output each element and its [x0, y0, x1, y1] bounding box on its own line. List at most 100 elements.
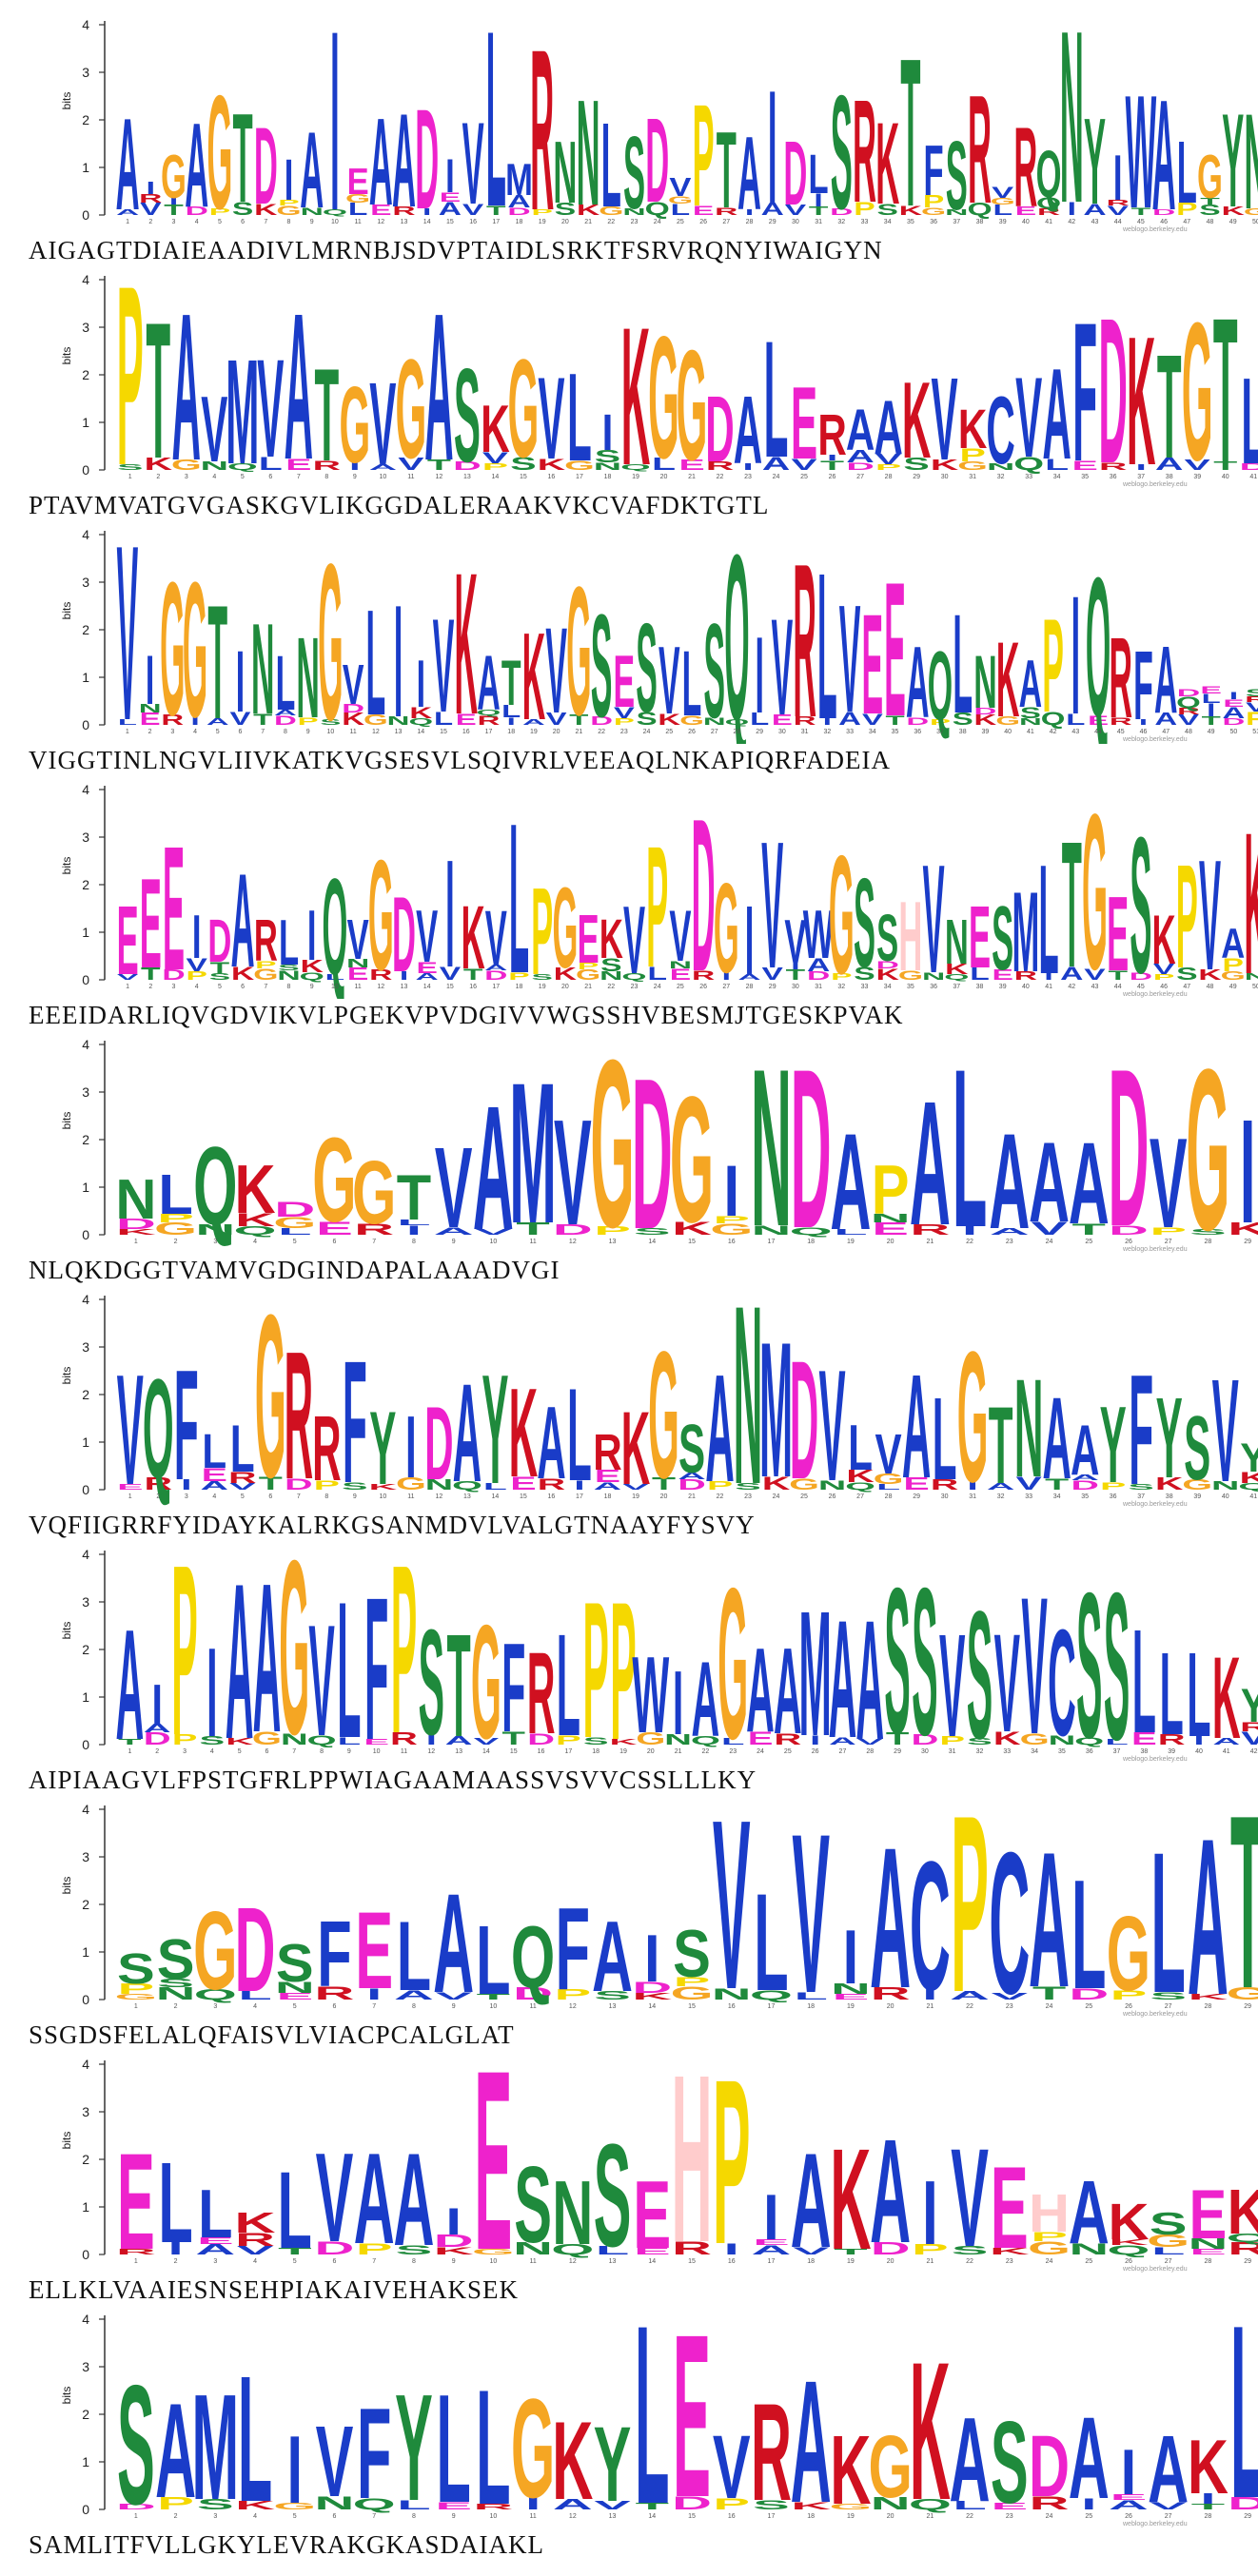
residue-letter: P	[255, 959, 276, 970]
residue-letter: T	[427, 457, 451, 473]
consensus-letter: G	[1186, 1025, 1229, 1254]
consensus-letter: F	[556, 1883, 590, 2015]
residue-letter: T	[1191, 2503, 1225, 2511]
consensus-letter: V	[761, 803, 783, 999]
x-tick-label: 6	[333, 2003, 337, 2010]
consensus-letter: E	[140, 851, 162, 995]
y-tick-label: 1	[82, 2454, 89, 2469]
x-tick-label: 38	[959, 729, 967, 735]
consensus-letter: G	[352, 1142, 396, 1242]
residue-letter: N	[669, 959, 692, 970]
consensus-letter: M	[509, 1041, 557, 1254]
x-tick-label: 31	[801, 729, 809, 735]
x-tick-label: 3	[172, 984, 176, 990]
residue-letter: N	[1211, 1479, 1240, 1493]
consensus-letter: A	[1071, 1410, 1099, 1490]
residue-letter: N	[195, 1221, 235, 1238]
y-tick-label: 3	[82, 320, 89, 335]
x-tick-label: 35	[892, 729, 899, 735]
residue-letter: I	[574, 1478, 584, 1493]
x-tick-label: 40	[1222, 1493, 1229, 1500]
residue-letter: A	[838, 709, 861, 730]
residue-letter: G	[396, 1473, 426, 1493]
residue-letter: Q	[790, 1225, 833, 1238]
x-tick-label: 13	[463, 1493, 471, 1500]
residue-letter: Q	[194, 1986, 237, 2002]
residue-letter: P	[556, 1733, 581, 1747]
x-tick-label: 25	[800, 474, 808, 480]
x-tick-label: 13	[401, 219, 408, 225]
x-tick-label: 18	[807, 2258, 815, 2265]
logo-plot: 01234bitsKDN1GPL2NQ3QKK4LGD5EG6RG7ILT8AV…	[60, 1025, 1258, 1254]
residue-letter: I	[814, 189, 822, 210]
residue-letter: R	[478, 713, 501, 728]
x-tick-label: 6	[333, 2258, 337, 2265]
consensus-letter: A	[746, 1623, 775, 1757]
x-tick-label: 20	[660, 1493, 668, 1500]
consensus-letter: A	[253, 1539, 282, 1764]
consensus-letter: T	[1062, 804, 1082, 999]
residue-letter: L	[483, 1482, 507, 1493]
consensus-letter: S	[991, 2399, 1029, 2528]
consensus-letter: V	[772, 592, 794, 744]
residue-letter: V	[435, 1990, 472, 2002]
residue-letter: L	[834, 1228, 867, 1237]
x-tick-label: 22	[607, 984, 615, 990]
residue-letter: R	[774, 1730, 801, 1747]
residue-letter: G	[957, 459, 988, 473]
x-tick-label: 28	[885, 1493, 893, 1500]
residue-letter: A	[144, 1722, 171, 1735]
x-tick-label: 48	[1185, 729, 1192, 735]
y-tick-label: 0	[82, 1227, 89, 1242]
consensus-letter: I	[285, 147, 294, 213]
residue-letter: P	[482, 462, 508, 473]
consensus-letter: G	[279, 1535, 309, 1764]
x-tick-label: 10	[489, 1239, 497, 1245]
x-tick-label: 13	[609, 2258, 617, 2265]
residue-letter: T	[1202, 714, 1221, 728]
residue-letter: D	[1130, 970, 1152, 982]
residue-letter: D	[906, 716, 929, 728]
x-tick-label: 25	[665, 729, 673, 735]
y-axis-label: bits	[60, 2387, 73, 2405]
residue-letter: K	[672, 1219, 712, 1239]
y-tick-label: 4	[82, 17, 89, 32]
x-tick-label: 21	[584, 219, 592, 225]
x-tick-label: 11	[529, 2513, 536, 2520]
x-tick-label: 17	[768, 1239, 776, 1245]
consensus-letter: V	[1021, 1558, 1047, 1764]
x-tick-label: 36	[930, 984, 937, 990]
residue-letter: E	[1223, 698, 1244, 710]
consensus-letter: A	[791, 2127, 832, 2274]
residue-letter: K	[226, 1737, 253, 1747]
x-tick-label: 44	[1114, 984, 1122, 990]
consensus-letter: T	[989, 1384, 1013, 1507]
consensus-letter: S	[678, 1410, 705, 1488]
x-tick-label: 16	[538, 1748, 545, 1755]
x-tick-label: 21	[926, 2003, 934, 2010]
residue-letter: A	[394, 1987, 434, 2001]
residue-letter: D	[911, 1732, 938, 1748]
residue-letter: D	[876, 959, 899, 970]
consensus-letter: C	[1048, 1597, 1076, 1764]
x-tick-label: 9	[353, 474, 357, 480]
residue-letter: E	[748, 1728, 774, 1749]
residue-letter: V	[1246, 700, 1258, 714]
x-tick-label: 7	[261, 729, 265, 735]
residue-letter: E	[202, 1464, 227, 1485]
residue-letter: G	[1244, 207, 1258, 218]
residue-letter: P	[959, 444, 985, 465]
residue-letter: T	[1045, 1475, 1069, 1493]
logo-plot: 01234bitsEV1RQ2IF3AEL4VRL5TG6DR7PR8SF9KY…	[60, 1280, 1258, 1509]
consensus-letter: A	[424, 269, 453, 489]
consensus-letter: M	[759, 1302, 793, 1509]
residue-letter: P	[930, 718, 951, 727]
x-tick-label: 33	[846, 729, 854, 735]
residue-letter: E	[1189, 2248, 1227, 2256]
consensus-letter: N	[553, 122, 577, 222]
x-tick-label: 11	[349, 729, 356, 735]
y-tick-label: 4	[82, 782, 89, 797]
residue-letter: I	[366, 1985, 382, 2003]
consensus-letter: A	[477, 640, 500, 727]
x-tick-label: 33	[1025, 1493, 1032, 1500]
